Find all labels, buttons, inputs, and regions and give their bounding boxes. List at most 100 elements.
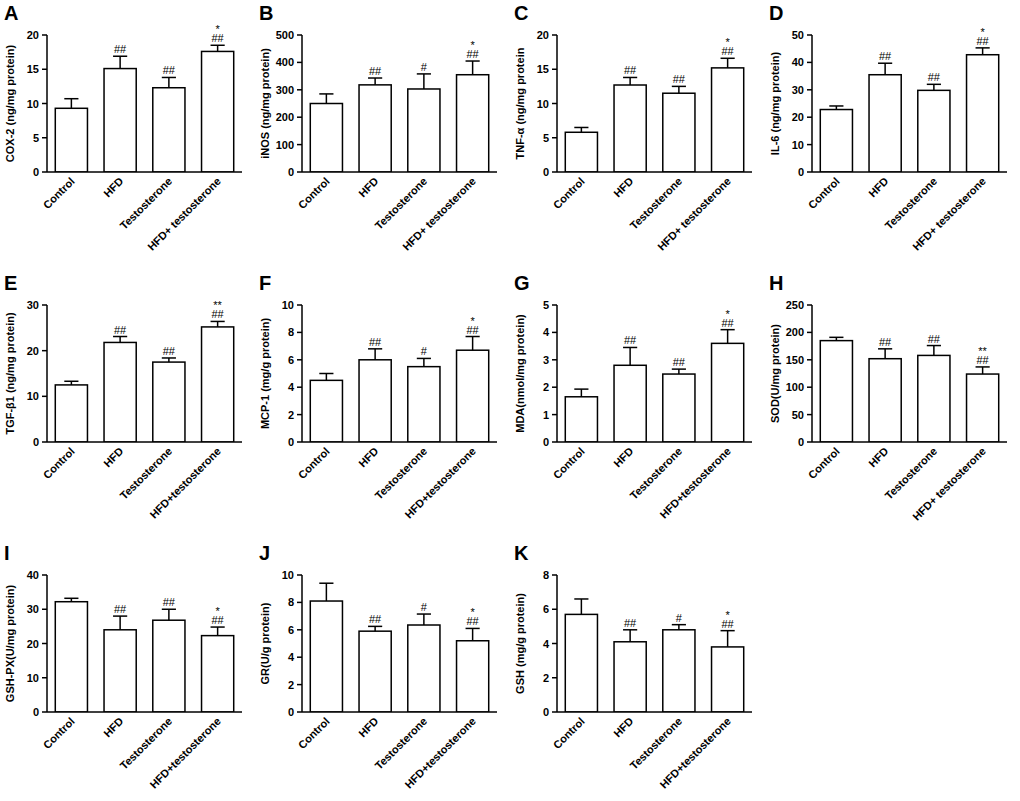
error-cap [113,615,127,617]
x-tick-label: HFD [866,175,891,200]
error-stem [678,86,680,93]
error-bar [319,94,333,104]
error-stem [119,56,121,68]
error-cap [878,62,892,64]
bar [202,327,234,442]
error-bar [417,74,431,89]
bar [918,355,950,442]
y-tick-label: 0 [288,706,294,718]
y-tick-label: 0 [288,166,294,178]
significance: * [470,606,475,618]
error-cap [672,624,686,626]
error-bar [623,630,637,642]
y-tick-label: 0 [798,166,804,178]
error-cap [64,98,78,100]
y-tick-label: 10 [282,299,294,311]
significance: ## [163,596,176,608]
panel: GMDA(nmol/mg protein)012345Control##HFD#… [514,272,752,521]
error-cap [927,84,941,86]
error-stem [423,74,425,89]
error-stem [933,346,935,356]
error-cap [574,598,588,600]
bar [104,342,136,442]
x-axis [812,441,1007,443]
bar [153,362,185,442]
x-tick-label: HFD [101,445,126,470]
error-stem [119,616,121,630]
bar [820,110,852,172]
error-stem [678,625,680,630]
bar [408,367,440,442]
y-axis-label: TGF-β1 (ng/mg protein) [4,312,16,435]
error-cap [368,77,382,79]
significance: * [470,315,475,327]
error-cap [927,345,941,347]
error-bar [829,106,843,110]
error-stem [472,61,474,75]
error-cap [417,358,431,360]
error-cap [721,58,735,60]
error-stem [933,84,935,90]
error-stem [629,347,631,365]
y-tick-label: 10 [27,390,39,402]
x-tick-label: HFD+testosterone [147,715,223,791]
y-tick-label: 30 [792,84,804,96]
bar [712,647,744,712]
y-axis-label: SOD(U/mg protein) [769,324,781,423]
significance: ## [624,617,637,629]
y-tick-label: 0 [798,436,804,448]
panel: JGR(U/g protein)0246810Control##HFD#Test… [259,542,497,791]
y-axis-label: iNOS (ng/mg protein) [259,48,271,159]
error-bar [976,48,990,55]
panel-label: E [4,272,17,294]
error-bar [368,78,382,85]
bars [565,58,743,172]
x-tick-label: HFD [356,445,381,470]
bars [55,321,233,442]
error-cap [878,348,892,350]
y-tick-label: 10 [27,672,39,684]
error-bar [113,616,127,630]
x-tick-label: Control [296,715,332,751]
significance: * [470,39,475,51]
error-bar [113,337,127,343]
error-stem [374,349,376,360]
bars [55,598,233,712]
error-cap [466,336,480,338]
significance: ** [978,345,987,357]
error-stem [374,78,376,85]
significance: ## [673,356,686,368]
y-tick-label: 4 [288,381,295,393]
error-stem [727,330,729,344]
error-bar [672,369,686,374]
y-tick-label: 5 [543,132,549,144]
bars [820,337,998,442]
error-cap [721,329,735,331]
y-tick-label: 300 [276,84,294,96]
error-stem [71,99,73,109]
error-cap [574,127,588,129]
y-tick-label: 2 [543,672,549,684]
error-bar [211,321,225,326]
bars [820,48,998,172]
significance: ## [163,345,176,357]
bar [663,374,695,442]
error-bar [417,614,431,625]
bars [55,45,233,172]
significance: * [215,23,220,35]
bar [104,630,136,712]
error-bar [162,609,176,620]
bar [359,85,391,172]
y-axis [301,35,303,172]
x-tick-label: HFD [356,715,381,740]
y-tick-label: 50 [792,409,804,421]
y-axis [301,305,303,442]
y-tick-label: 30 [27,603,39,615]
error-cap [64,598,78,600]
y-tick-label: 20 [537,29,549,41]
bar [104,69,136,172]
y-tick-label: 30 [27,299,39,311]
error-cap [211,321,225,323]
x-axis [47,441,242,443]
bar [614,642,646,712]
